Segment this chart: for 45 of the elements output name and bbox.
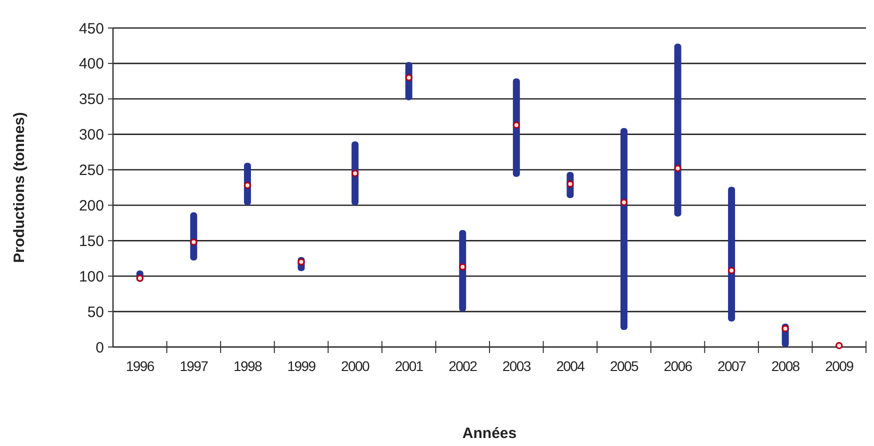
y-tick-label: 200 (78, 197, 104, 214)
point (620, 198, 628, 206)
y-tick-label: 100 (78, 268, 104, 286)
x-tick-label: 1997 (180, 358, 209, 374)
y-tick-label: 150 (78, 232, 104, 250)
y-tick-label: 250 (78, 162, 104, 180)
y-tick-label: 350 (78, 91, 104, 108)
x-tick-label: 2003 (502, 358, 532, 374)
x-axis-title: Années (462, 425, 517, 442)
bar (512, 78, 520, 177)
y-tick-label: 0 (96, 339, 104, 356)
point (566, 180, 574, 188)
point (459, 263, 466, 270)
x-tick-label: 1998 (233, 358, 262, 374)
x-tick-label: 1999 (287, 358, 316, 374)
point (782, 324, 789, 332)
bar (674, 44, 682, 217)
x-tick-label: 2004 (556, 358, 586, 374)
x-tick-label: 2002 (448, 358, 478, 374)
point (136, 274, 144, 282)
bar (620, 128, 628, 330)
y-tick-label: 400 (78, 56, 104, 73)
x-tick-label: 2009 (825, 358, 854, 374)
point (674, 164, 682, 172)
point (298, 258, 305, 266)
x-tick-label: 2007 (718, 358, 747, 374)
point (244, 182, 252, 189)
point (405, 74, 412, 82)
x-tick-label: 1996 (126, 358, 155, 374)
point (190, 238, 198, 246)
y-axis-title: Productions (tonnes) (11, 112, 28, 263)
x-tick-label: 2006 (664, 358, 693, 374)
x-tick-label: 2005 (610, 358, 639, 374)
bar (728, 186, 736, 322)
y-tick-label: 300 (78, 126, 104, 144)
point (512, 122, 520, 129)
bar (459, 230, 466, 312)
point (351, 170, 359, 177)
y-tick-label: 50 (87, 304, 104, 321)
x-tick-label: 2008 (771, 358, 800, 374)
point (836, 342, 843, 350)
x-tick-label: 2001 (394, 358, 424, 374)
y-tick-label: 450 (78, 20, 104, 38)
point (728, 266, 736, 274)
x-tick-label: 2000 (341, 358, 370, 374)
